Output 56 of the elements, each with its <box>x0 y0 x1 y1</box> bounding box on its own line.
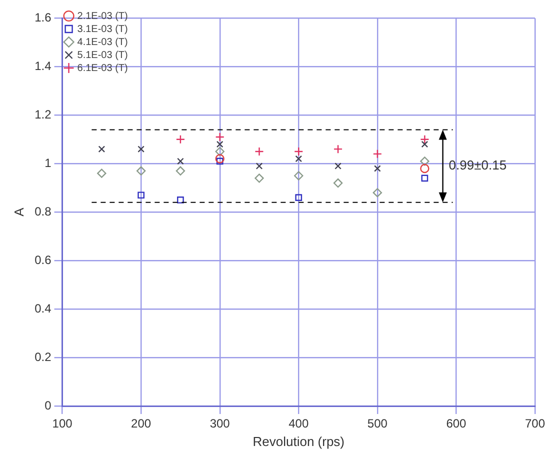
point <box>420 134 430 144</box>
point <box>254 174 264 183</box>
y-tick-label: 0.6 <box>34 252 52 267</box>
point <box>97 168 106 178</box>
point <box>294 146 304 156</box>
point <box>136 166 146 176</box>
point <box>333 144 343 154</box>
y-axis-title: A <box>11 207 26 216</box>
y-tick-label: 0.2 <box>34 350 52 364</box>
x-tick-label: 200 <box>131 416 152 431</box>
y-tick-label: 1.2 <box>34 107 52 122</box>
y-tick-label: 1.4 <box>34 58 52 73</box>
point <box>138 192 144 199</box>
x-tick-label: 300 <box>210 416 230 431</box>
x-tick-label: 600 <box>446 416 467 431</box>
annotation: 0.99±0.15 <box>448 158 507 173</box>
point <box>216 140 224 148</box>
y-tick-label: 0 <box>44 398 52 412</box>
point <box>177 158 184 165</box>
legend-label: 2.1E-03 (T) <box>77 10 128 22</box>
x-tick-label: 500 <box>367 416 388 431</box>
point <box>215 132 224 142</box>
point <box>374 165 381 172</box>
point <box>215 154 224 164</box>
point <box>295 194 302 201</box>
point <box>420 164 430 174</box>
point <box>176 134 186 144</box>
legend-label: 3.1E-03 (T) <box>77 24 128 35</box>
point <box>177 196 184 204</box>
x-tick-label: 100 <box>52 416 73 431</box>
x-tick-label: 400 <box>288 416 309 431</box>
point <box>98 146 106 153</box>
point <box>333 178 343 188</box>
point <box>216 158 224 165</box>
point <box>295 155 302 162</box>
point <box>294 171 304 180</box>
point <box>334 162 342 170</box>
y-tick-label: 1 <box>44 156 52 170</box>
point <box>254 146 264 156</box>
legend-label: 4.1E-03 (T) <box>77 36 128 48</box>
y-tick-label: 0.8 <box>34 204 52 218</box>
y-tick-label: 1.6 <box>34 10 52 25</box>
x-axis-title: Revolution (rps) <box>252 434 345 449</box>
point <box>372 188 382 198</box>
point <box>138 146 144 153</box>
point <box>421 174 428 182</box>
point <box>256 162 263 170</box>
legend-label: 5.1E-03 (T) <box>77 50 128 61</box>
point <box>176 166 186 176</box>
y-tick-label: 0.4 <box>34 301 52 316</box>
point <box>372 149 382 159</box>
point <box>421 140 428 148</box>
point <box>420 156 430 166</box>
x-tick-label: 700 <box>524 416 546 431</box>
point <box>215 146 224 156</box>
legend-label: 6.1E-03 (T) <box>77 62 128 74</box>
